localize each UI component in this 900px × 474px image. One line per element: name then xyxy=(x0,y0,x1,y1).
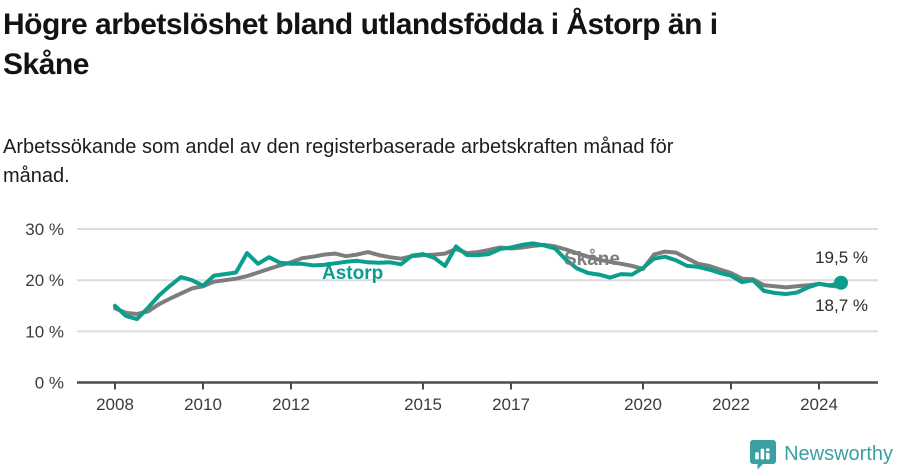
chart-subtitle: Arbetssökande som andel av den registerb… xyxy=(3,136,674,187)
newsworthy-logo-icon xyxy=(750,440,777,470)
x-axis-label: 2020 xyxy=(624,395,662,414)
series-label-astorp: Åstorp xyxy=(322,263,384,284)
x-axis-label: 2008 xyxy=(96,395,134,414)
x-axis-label: 2017 xyxy=(492,395,530,414)
series-line-storp xyxy=(113,241,843,322)
series-label-skane: Skåne xyxy=(564,249,620,270)
x-axis-label: 2022 xyxy=(712,395,750,414)
chart-title: Högre arbetslöshet bland utlandsfödda i … xyxy=(3,8,718,81)
series-end-dot xyxy=(834,275,848,290)
end-value-astorp: 19,5 % xyxy=(815,248,868,267)
y-axis-label: 20 % xyxy=(25,271,64,290)
newsworthy-logo-text: Newsworthy xyxy=(784,443,893,465)
x-axis-label: 2024 xyxy=(800,395,838,414)
x-axis-label: 2010 xyxy=(184,395,222,414)
y-axis-label: 0 % xyxy=(35,374,64,393)
newsworthy-branding[interactable]: Newsworthy xyxy=(749,439,893,470)
y-axis-label: 30 % xyxy=(25,220,64,239)
x-axis-label: 2012 xyxy=(272,395,310,414)
y-axis-label: 10 % xyxy=(25,322,64,341)
x-axis-label: 2015 xyxy=(404,395,442,414)
series-line-skne xyxy=(113,242,843,316)
end-value-skane: 18,7 % xyxy=(815,296,868,315)
